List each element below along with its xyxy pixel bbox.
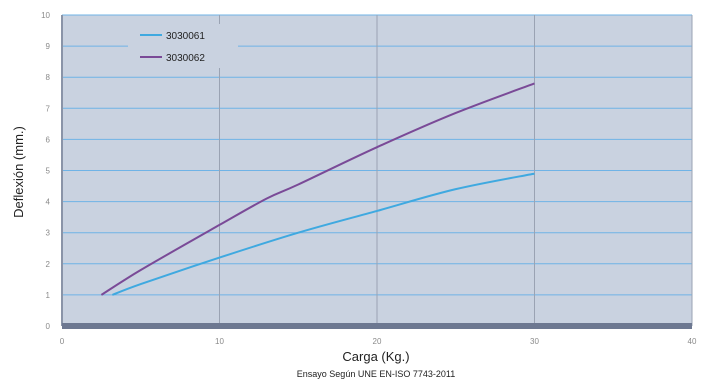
- legend: 3030061 3030062: [128, 24, 238, 68]
- plot-floor: [62, 323, 692, 329]
- y-tick-label: 2: [46, 260, 51, 269]
- legend-label-3030062: 3030062: [166, 53, 205, 64]
- x-tick-label: 0: [60, 337, 65, 346]
- legend-box: [128, 24, 238, 68]
- y-tick-label: 4: [46, 198, 51, 207]
- y-tick-label: 8: [46, 73, 51, 82]
- test-standard-note: Ensayo Según UNE EN-ISO 7743-2011: [297, 369, 455, 379]
- y-tick-label: 0: [46, 322, 51, 331]
- y-axis-title: Deflexión (mm.): [11, 126, 26, 218]
- series-lines: [100, 82, 535, 296]
- legend-label-3030061: 3030061: [166, 31, 205, 42]
- x-axis-title: Carga (Kg.): [342, 349, 409, 364]
- series-line-3030062: [100, 82, 535, 296]
- x-tick-label: 10: [215, 337, 224, 346]
- x-tick-label: 30: [530, 337, 539, 346]
- plot-floor-band: [62, 323, 692, 329]
- y-tick-label: 9: [46, 42, 51, 51]
- y-tick-label: 3: [46, 229, 51, 238]
- y-tick-label: 1: [46, 291, 51, 300]
- x-tick-labels: 0 10 20 30 40: [60, 337, 697, 346]
- x-tick-label: 20: [373, 337, 382, 346]
- y-tick-label: 6: [46, 135, 51, 144]
- y-tick-label: 5: [46, 167, 51, 176]
- y-tick-label: 7: [46, 104, 51, 113]
- x-tick-label: 40: [688, 337, 697, 346]
- y-tick-label: 10: [41, 11, 50, 20]
- series-line-3030061: [112, 172, 535, 296]
- y-tick-labels: 0 1 2 3 4 5 6 7 8 9 10: [41, 11, 50, 331]
